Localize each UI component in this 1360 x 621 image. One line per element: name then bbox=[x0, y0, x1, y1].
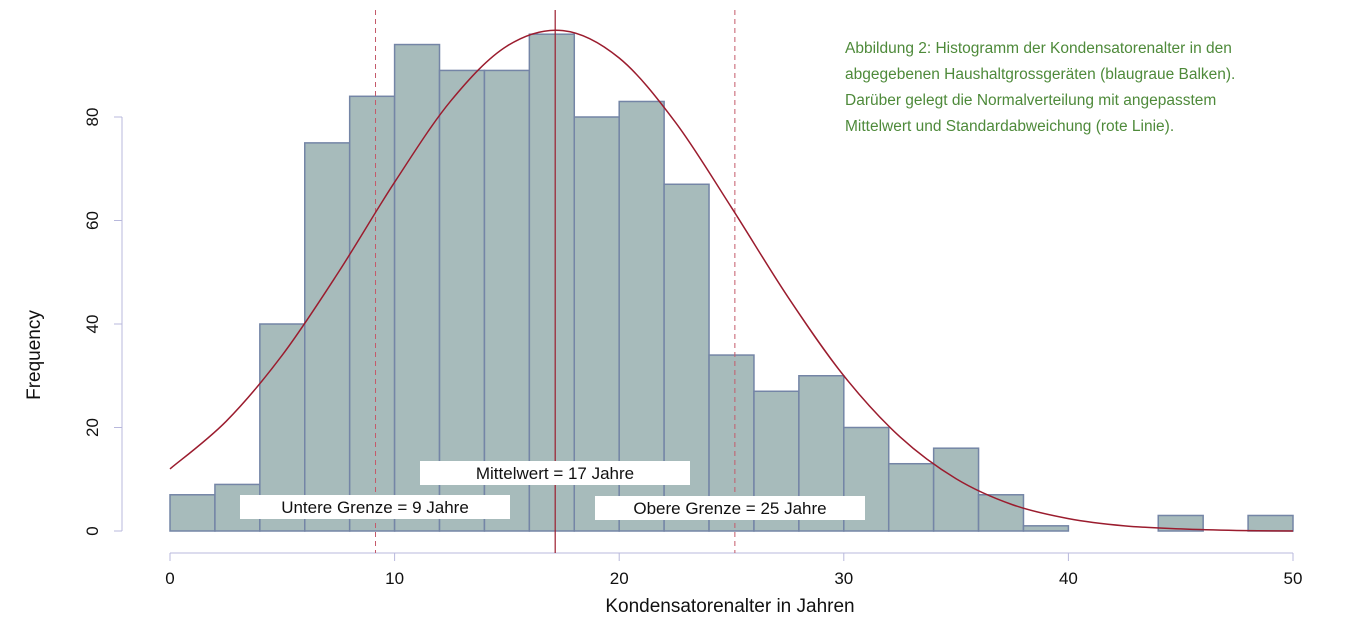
caption-line: Abbildung 2: Histogramm der Kondensatore… bbox=[845, 40, 1232, 57]
y-tick-label: 20 bbox=[83, 418, 102, 437]
caption-line: abgegebenen Haushaltgrossgeräten (blaugr… bbox=[845, 66, 1235, 83]
histogram-bar bbox=[348, 95, 396, 532]
histogram-bar bbox=[887, 462, 935, 532]
histogram-bar bbox=[304, 142, 351, 532]
histogram-bar bbox=[932, 447, 980, 532]
x-tick-label: 0 bbox=[165, 569, 174, 588]
histogram-bar bbox=[1022, 525, 1070, 532]
histogram-bar bbox=[483, 69, 531, 532]
annotation: Mittelwert = 17 Jahre bbox=[476, 464, 634, 483]
y-tick-label: 80 bbox=[83, 108, 102, 127]
x-tick-label: 50 bbox=[1284, 569, 1303, 588]
annotation: Untere Grenze = 9 Jahre bbox=[281, 498, 469, 517]
x-tick-label: 20 bbox=[610, 569, 629, 588]
histogram-bar bbox=[1157, 514, 1204, 532]
histogram-bar bbox=[1247, 514, 1294, 532]
normal-curve bbox=[169, 29, 1294, 532]
x-tick-label: 30 bbox=[834, 569, 853, 588]
y-axis-label: Frequency bbox=[24, 310, 45, 400]
x-tick-label: 40 bbox=[1059, 569, 1078, 588]
y-tick-label: 40 bbox=[83, 315, 102, 334]
histogram-bar bbox=[618, 100, 665, 532]
histogram-bar bbox=[169, 494, 216, 532]
y-tick-label: 60 bbox=[83, 211, 102, 230]
histogram-bar bbox=[438, 69, 486, 532]
histogram-bar bbox=[393, 43, 441, 532]
annotation: Obere Grenze = 25 Jahre bbox=[633, 499, 826, 518]
caption-line: Darüber gelegt die Normalverteilung mit … bbox=[845, 92, 1216, 109]
x-tick-label: 10 bbox=[385, 569, 404, 588]
histogram-bar bbox=[528, 33, 576, 532]
annotation-box bbox=[595, 496, 865, 520]
annotation-box bbox=[240, 495, 510, 519]
y-tick-label: 0 bbox=[83, 526, 102, 535]
annotation-box bbox=[420, 461, 690, 485]
caption-line: Mittelwert und Standardabweichung (rote … bbox=[845, 118, 1174, 135]
x-axis-label: Kondensatorenalter in Jahren bbox=[605, 596, 854, 616]
